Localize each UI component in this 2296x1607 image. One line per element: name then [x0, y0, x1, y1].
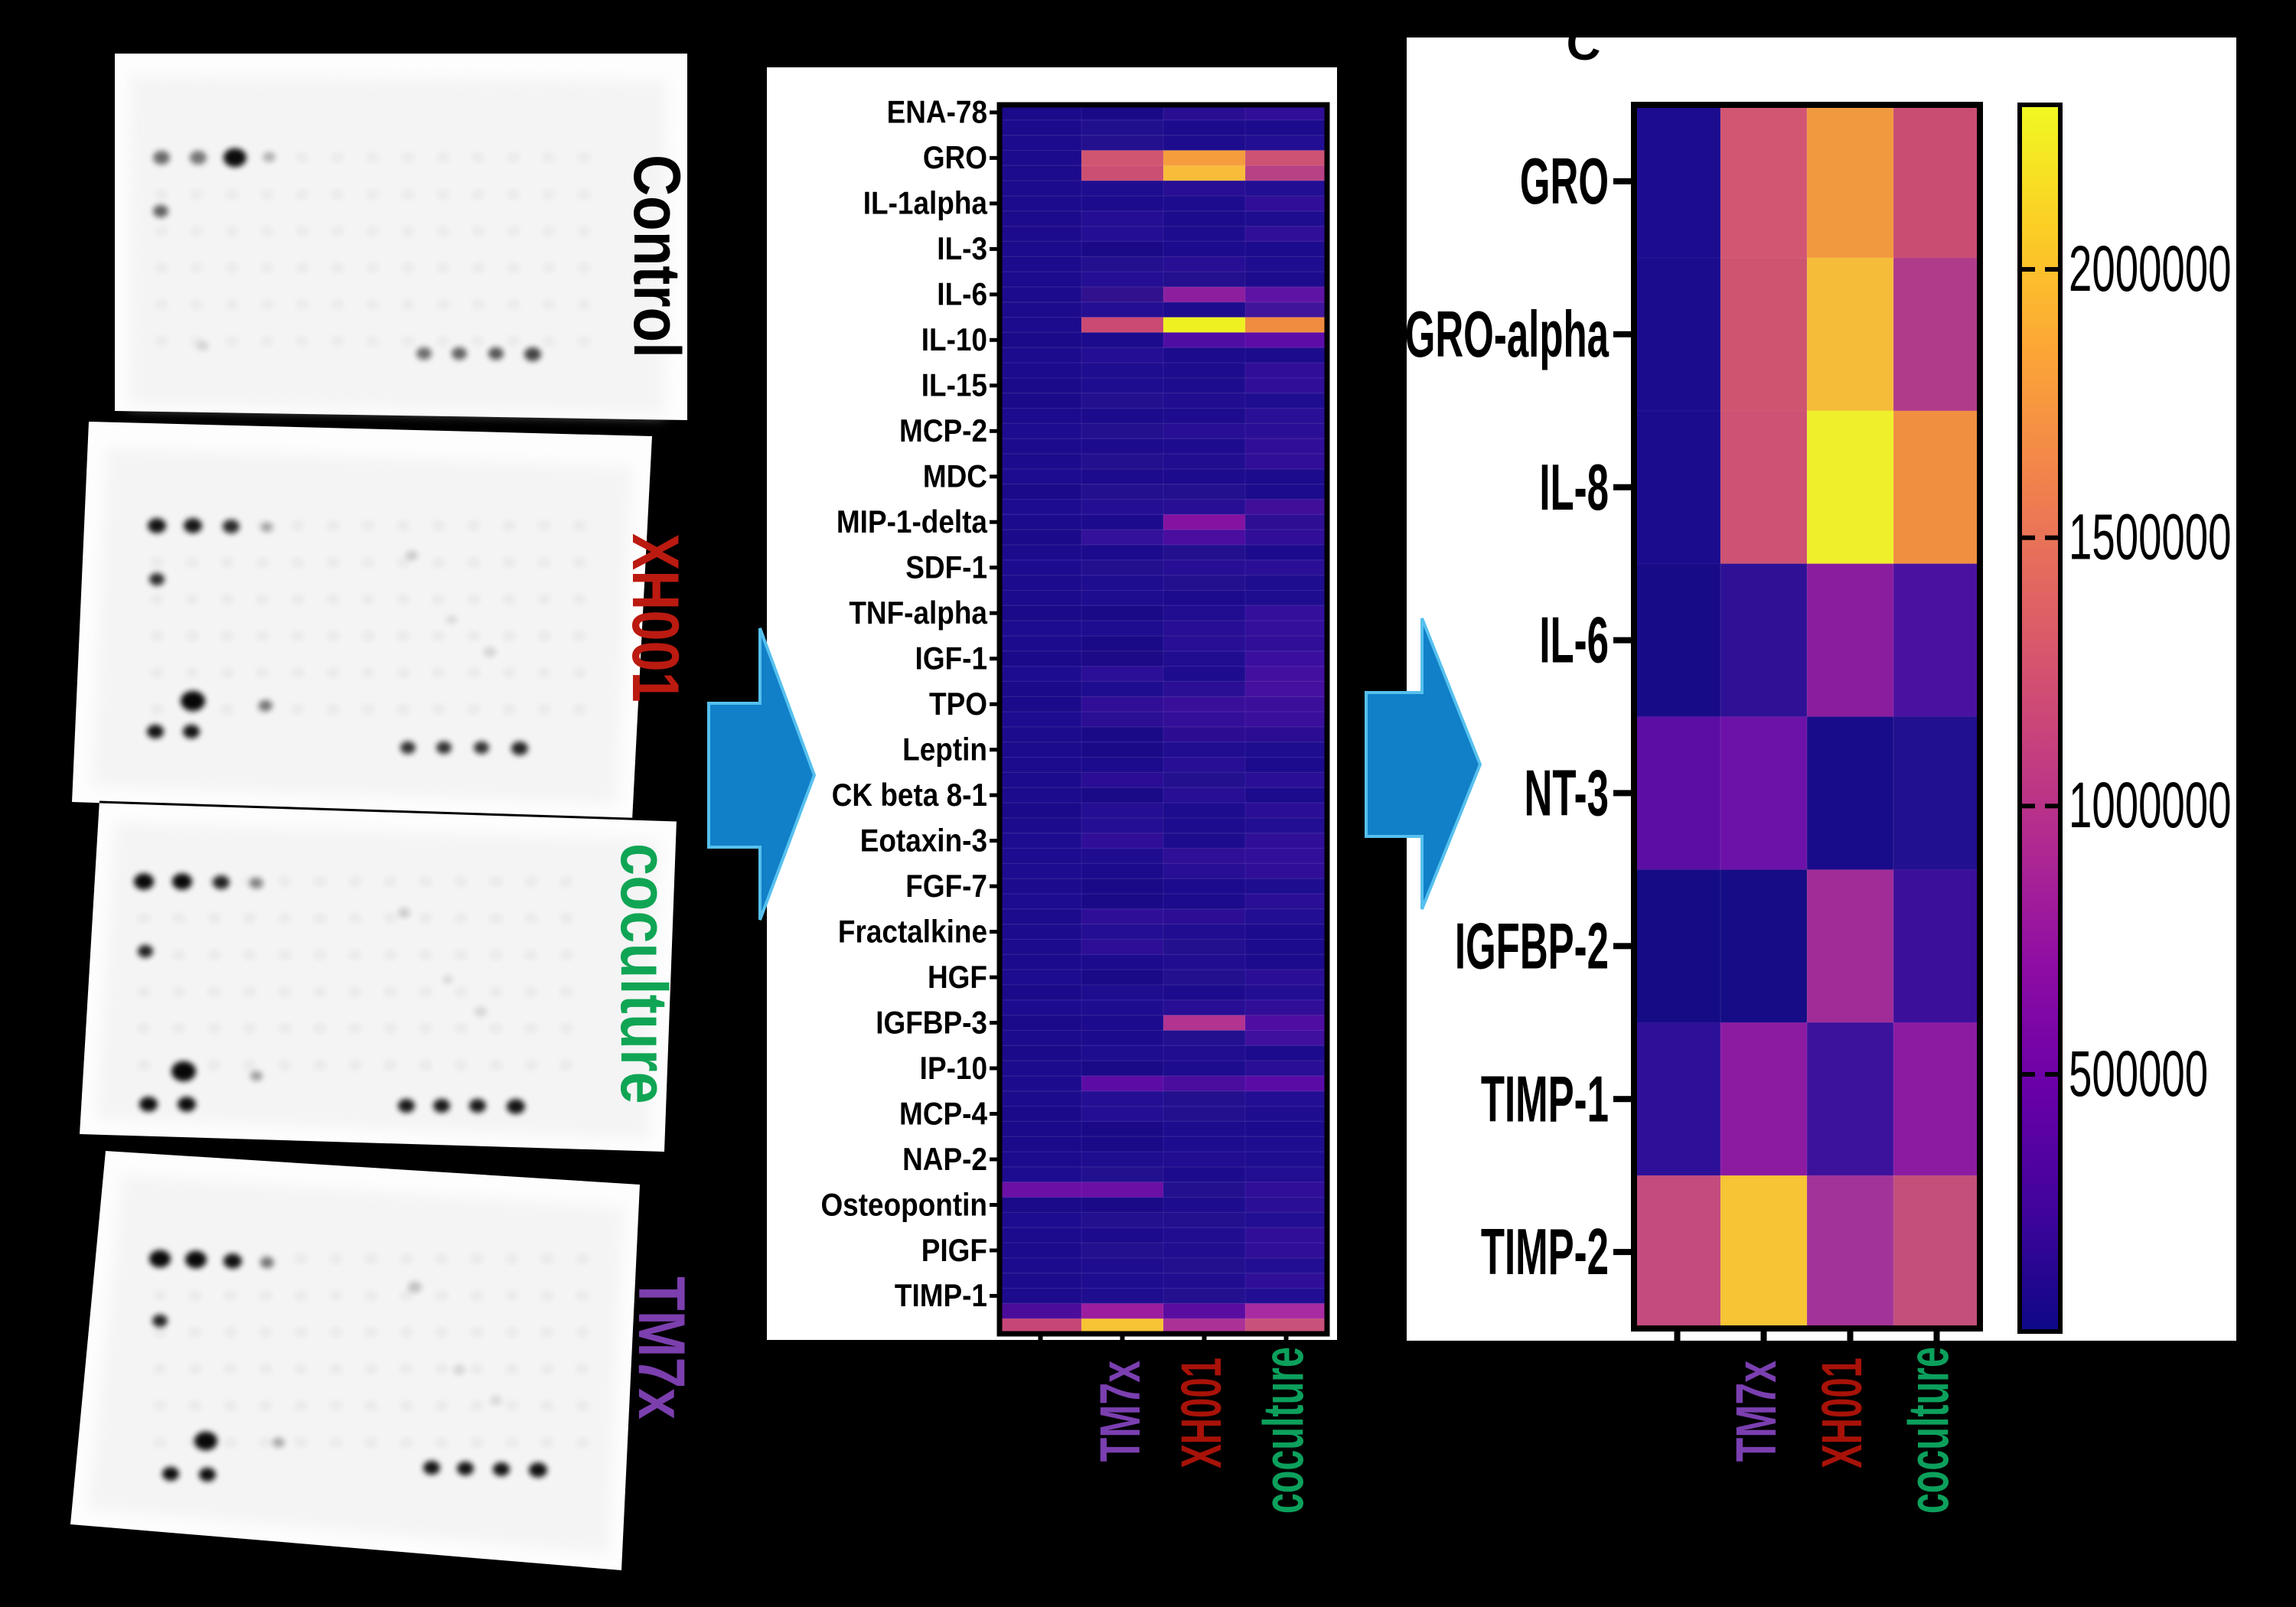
svg-text:IL-6: IL-6: [937, 276, 987, 312]
svg-text:GRO-alpha: GRO-alpha: [1405, 298, 1609, 371]
svg-text:XH001: XH001: [1170, 1358, 1233, 1468]
svg-text:XH001: XH001: [619, 533, 693, 702]
svg-text:500000: 500000: [2069, 1038, 2208, 1110]
svg-text:coculture: coculture: [1897, 1347, 1961, 1514]
svg-text:IL-3: IL-3: [937, 231, 987, 267]
svg-text:NT-3: NT-3: [1525, 757, 1609, 830]
svg-text:2000000: 2000000: [2069, 233, 2232, 305]
svg-text:IL-15: IL-15: [921, 367, 987, 403]
svg-text:MDC: MDC: [923, 458, 987, 494]
svg-text:MIP-1-delta: MIP-1-delta: [837, 504, 988, 540]
svg-text:XH001: XH001: [1811, 1358, 1874, 1468]
svg-text:TIMP-1: TIMP-1: [1481, 1063, 1609, 1136]
svg-text:TM7x: TM7x: [1088, 1361, 1152, 1462]
svg-text:GRO: GRO: [1520, 145, 1609, 218]
svg-text:IL-6: IL-6: [1539, 604, 1609, 676]
svg-text:IGFBP-3: IGFBP-3: [876, 1005, 987, 1041]
svg-text:GRO: GRO: [923, 140, 987, 176]
svg-text:HGF: HGF: [928, 960, 987, 996]
svg-text:TM7x: TM7x: [625, 1276, 699, 1420]
svg-text:IL-10: IL-10: [921, 322, 987, 358]
svg-text:PIGF: PIGF: [921, 1233, 987, 1269]
svg-text:Eotaxin-3: Eotaxin-3: [860, 823, 987, 859]
svg-text:IL-1alpha: IL-1alpha: [863, 186, 988, 222]
svg-text:NAP-2: NAP-2: [902, 1142, 987, 1178]
svg-text:coculture: coculture: [1252, 1347, 1316, 1514]
svg-text:IP-10: IP-10: [920, 1051, 987, 1087]
svg-text:TNF-alpha: TNF-alpha: [849, 595, 988, 631]
svg-text:IGF-1: IGF-1: [915, 641, 987, 676]
svg-text:MCP-4: MCP-4: [899, 1096, 987, 1132]
svg-text:Fractalkine: Fractalkine: [838, 914, 987, 950]
svg-text:IGFBP-2: IGFBP-2: [1455, 910, 1609, 983]
svg-text:TIMP-2: TIMP-2: [1481, 1216, 1609, 1289]
svg-text:Control: Control: [620, 155, 693, 358]
svg-text:ENA-78: ENA-78: [887, 95, 987, 131]
svg-text:TPO: TPO: [929, 686, 987, 722]
svg-text:SDF-1: SDF-1: [905, 549, 987, 585]
svg-text:CK beta 8-1: CK beta 8-1: [832, 777, 987, 813]
svg-text:1500000: 1500000: [2069, 502, 2232, 574]
svg-text:1000000: 1000000: [2069, 770, 2232, 842]
svg-text:MCP-2: MCP-2: [899, 413, 987, 449]
svg-text:IL-8: IL-8: [1539, 451, 1609, 523]
svg-text:TM7x: TM7x: [1724, 1361, 1788, 1462]
svg-text:Osteopontin: Osteopontin: [820, 1187, 987, 1223]
svg-text:Leptin: Leptin: [902, 732, 987, 768]
svg-text:FGF-7: FGF-7: [905, 869, 987, 905]
svg-text:TIMP-1: TIMP-1: [895, 1278, 987, 1314]
svg-text:coculture: coculture: [607, 843, 680, 1104]
